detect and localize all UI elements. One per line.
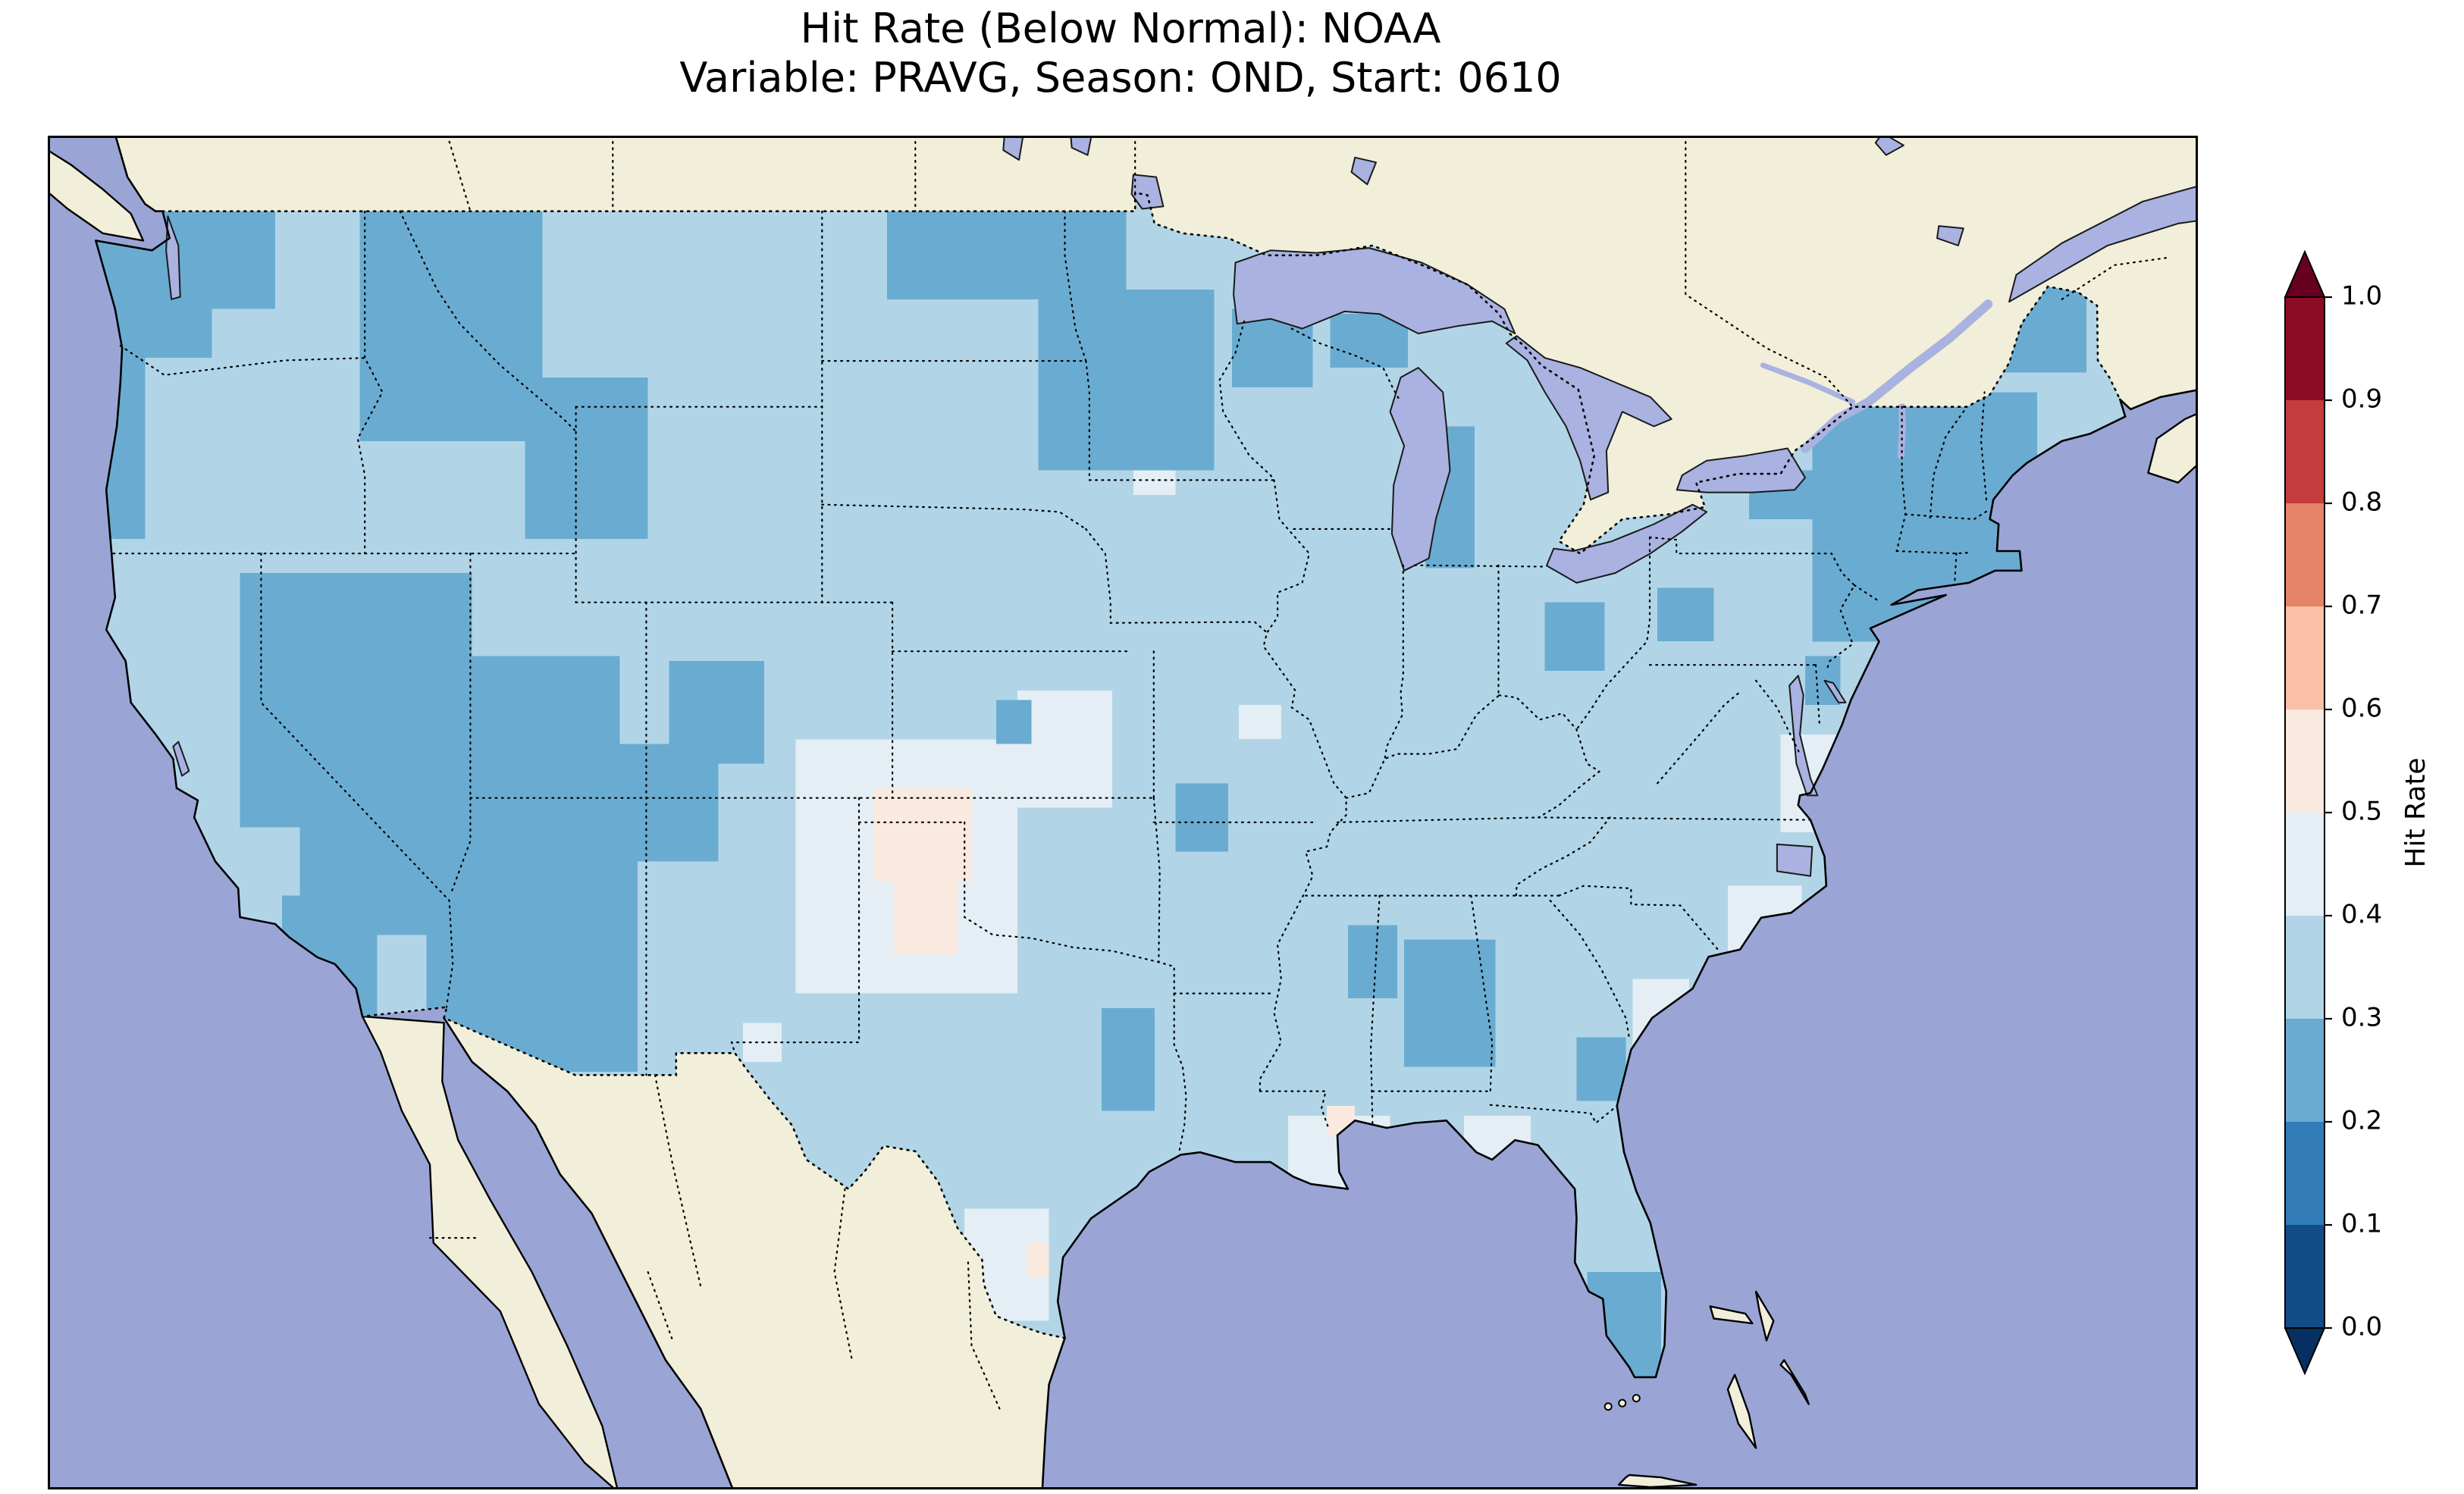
mexico-gulf-coastline <box>1041 1337 1066 1487</box>
lake-manitoba <box>1002 138 1024 161</box>
hit-rate-patch-0.2-0.3 <box>887 196 1127 299</box>
hit-rate-patch-0.2-0.3 <box>996 700 1032 744</box>
canada-bc-coastline <box>114 138 157 212</box>
hit-rate-patch-0.5-0.6 <box>894 881 958 954</box>
san-francisco-bay <box>172 741 190 777</box>
colorbar-segment-0.9-1.0 <box>2285 297 2324 400</box>
colorbar-tick-label: 0.7 <box>2341 590 2382 621</box>
cuba-north-coast <box>1617 1474 1698 1487</box>
baja-california-peninsula <box>361 1015 618 1487</box>
colorbar-segment-0.2-0.3 <box>2285 1019 2324 1122</box>
st-lawrence-river <box>1801 299 1993 453</box>
lake-erie <box>1546 503 1708 584</box>
mexico-gulf-of-california-coastline <box>443 1016 733 1487</box>
vancouver-island <box>50 150 145 242</box>
colorbar-tick-label: 0.8 <box>2341 487 2382 518</box>
pamlico-sound <box>1776 843 1814 877</box>
colorbar-tick-label: 0.0 <box>2341 1312 2382 1342</box>
canada-fundy-coastline <box>2119 389 2196 411</box>
mexico-landmass <box>444 1017 1065 1487</box>
lake-of-the-woods <box>1130 174 1165 210</box>
hit-rate-patch-0.2-0.3 <box>212 196 275 309</box>
hit-rate-patch-0.2-0.3 <box>1657 587 1714 642</box>
hit-rate-patch-0.4-0.5 <box>1239 705 1281 740</box>
eleuthera-island <box>1779 1359 1810 1405</box>
chart-subtitle: Variable: PRAVG, Season: OND, Start: 061… <box>679 53 1562 102</box>
colorbar-tick-label: 0.1 <box>2341 1209 2382 1239</box>
lake-nipigon <box>1350 156 1377 186</box>
landmasses <box>50 138 2196 1487</box>
us-pacific-coastline <box>95 210 364 1018</box>
colorbar-axis-label: Hit Rate <box>2400 757 2431 867</box>
colorbar-over-arrow <box>2284 249 2326 298</box>
colorbar-tick-label: 0.5 <box>2341 797 2382 827</box>
lake-ontario <box>1676 447 1806 493</box>
lac-saint-jean <box>1936 225 1964 246</box>
canada-landmass <box>116 138 2196 554</box>
colorbar-segment-0.7-0.8 <box>2285 503 2324 606</box>
hit-rate-patch-0.2-0.3 <box>1544 602 1605 671</box>
colorbar-segment-0.6-0.7 <box>2285 606 2324 709</box>
nova-scotia <box>2147 413 2196 484</box>
hit-rate-patch-0.2-0.3 <box>1404 939 1496 1067</box>
us-atlantic-gulf-coastline <box>1056 398 2127 1379</box>
florida-keys <box>1603 1394 1641 1411</box>
hit-rate-patch-0.5-0.6 <box>873 788 972 882</box>
hit-rate-patch-0.4-0.5 <box>1017 690 1113 808</box>
colorbar-tick-label: 0.6 <box>2341 694 2382 724</box>
hit-rate-patch-0.5-0.6 <box>1027 1242 1049 1277</box>
colorbar: 1.0 0.9 0.8 0.7 0.6 0.5 0.4 0.3 0.2 0.1 0.0 Hit Rat… <box>2284 249 2464 1380</box>
hit-rate-patch-0.2-0.3 <box>525 377 648 539</box>
hit-rate-patch-0.2-0.3 <box>472 656 620 798</box>
colorbar-segment-0.1-0.2 <box>2285 1122 2324 1225</box>
lake-michigan <box>1389 367 1451 572</box>
colorbar-under-arrow <box>2284 1327 2326 1376</box>
st-lawrence-estuary <box>2008 186 2196 303</box>
abaco-island <box>1754 1290 1775 1342</box>
lake-superior <box>1233 247 1516 334</box>
lake-mistassini <box>1874 138 1904 156</box>
colorbar-segment-0.3-0.4 <box>2285 916 2324 1019</box>
chart-title: Hit Rate (Below Normal): NOAA <box>800 5 1441 52</box>
ottawa-river <box>1760 362 1856 405</box>
state-borders <box>112 138 2168 1410</box>
colorbar-segment-0.0-0.1 <box>2285 1225 2324 1328</box>
lake-winnipeg <box>1070 138 1092 156</box>
delaware-bay <box>1823 679 1847 703</box>
colorbar-tick-label: 1.0 <box>2341 281 2382 312</box>
map-panel <box>48 136 2198 1489</box>
colorbar-segment-0.5-0.6 <box>2285 709 2324 813</box>
hit-rate-patch-0.2-0.3 <box>1175 783 1229 852</box>
colorbar-tick-label: 0.2 <box>2341 1106 2382 1136</box>
lakes <box>165 138 2196 877</box>
andros-island <box>1726 1373 1757 1449</box>
hit-rate-patch-0.2-0.3 <box>359 196 543 441</box>
colorbar-svg: 1.0 0.9 0.8 0.7 0.6 0.5 0.4 0.3 0.2 0.1 0.0 Hit Rat… <box>2284 249 2431 1376</box>
hit-rate-patch-0.2-0.3 <box>1576 1037 1626 1101</box>
colorbar-segment-0.4-0.5 <box>2285 813 2324 916</box>
colorbar-tick-label: 0.9 <box>2341 384 2382 415</box>
colorbar-tick-label: 0.3 <box>2341 1003 2382 1033</box>
hit-rate-patch-0.2-0.3 <box>426 778 638 1072</box>
map-svg <box>50 138 2196 1487</box>
lake-huron <box>1505 335 1672 501</box>
hit-rate-patch-0.2-0.3 <box>1038 289 1215 471</box>
colorbar-segment-0.8-0.9 <box>2285 400 2324 503</box>
colorbar-tick-label: 0.4 <box>2341 900 2382 930</box>
grand-bahama-island <box>1709 1305 1754 1325</box>
hit-rate-patch-0.2-0.3 <box>1347 925 1397 998</box>
hit-rate-patch-0.2-0.3 <box>1102 1008 1155 1111</box>
coastlines <box>95 138 2196 1487</box>
hit-rate-patch-0.2-0.3 <box>1330 314 1408 368</box>
figure-title: Hit Rate (Below Normal): NOAA Variable: … <box>48 5 2193 103</box>
hit-rate-patch-0.2-0.3 <box>669 661 764 764</box>
